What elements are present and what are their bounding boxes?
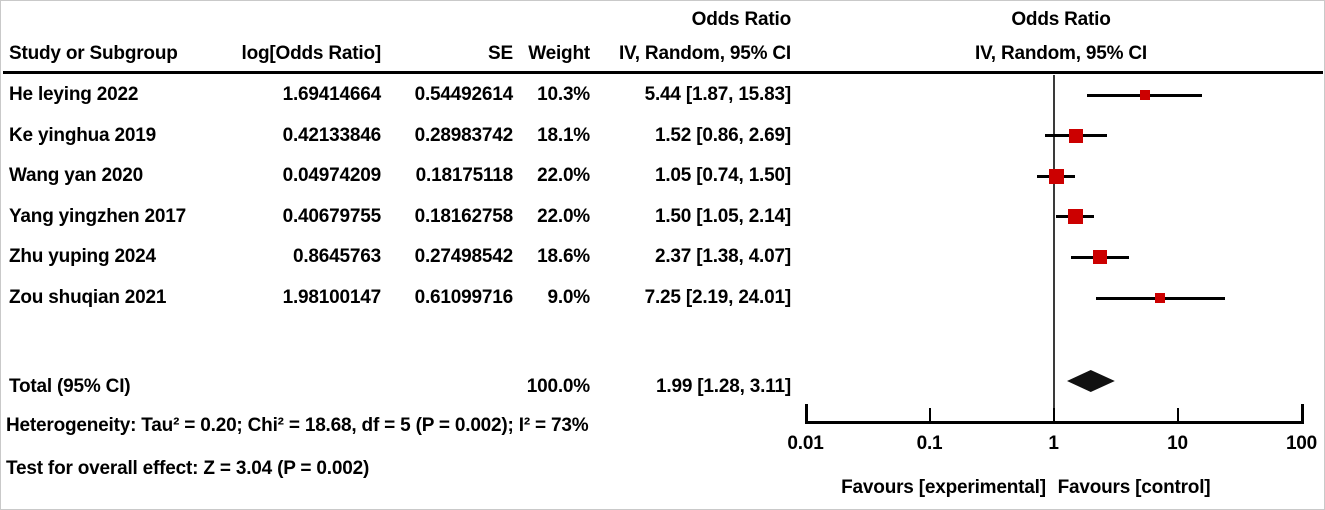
axis-tick [928, 408, 931, 421]
weight-cell: 22.0% [537, 165, 590, 187]
total-weight: 100.0% [526, 376, 590, 397]
study-row: Wang yan 2020 0.04974209 0.18175118 22.0… [1, 156, 801, 196]
study-name-cell: Wang yan 2020 [9, 165, 143, 187]
study-row: Yang yingzhen 2017 0.40679755 0.18162758… [1, 197, 801, 237]
log-or-cell: 0.8645763 [292, 246, 381, 268]
col-header-estimate: IV, Random, 95% CI [618, 43, 791, 64]
effect-marker [1069, 128, 1084, 143]
se-cell: 0.61099716 [414, 287, 514, 308]
effect-marker [1139, 90, 1150, 100]
axis-tick-label: 0.01 [787, 433, 824, 454]
weight-cell: 9.0% [547, 287, 590, 308]
effect-marker [1067, 209, 1083, 225]
effect-marker [1155, 293, 1166, 303]
log-or-cell: 1.98100147 [282, 287, 382, 308]
log-or-cell: 0.42133846 [282, 124, 382, 146]
axis-tick-label: 10 [1167, 433, 1188, 454]
overall-effect-text: Test for overall effect: Z = 3.04 (P = 0… [6, 458, 370, 479]
study-row: Zhu yuping 2024 0.8645763 0.27498542 18.… [1, 237, 801, 277]
axis-tick [804, 404, 808, 424]
se-cell: 0.18162758 [414, 205, 514, 227]
axis-tick [1052, 408, 1055, 421]
log-or-cell: 1.69414664 [282, 84, 382, 105]
summary-diamond [1066, 370, 1115, 392]
weight-cell: 22.0% [537, 205, 590, 227]
se-cell: 0.54492614 [414, 84, 514, 105]
axis-tick-label: 0.1 [916, 433, 943, 454]
col-header-plot: IV, Random, 95% CI [974, 43, 1148, 64]
se-cell: 0.18175118 [415, 165, 514, 187]
favours-left-label: Favours [experimental] [841, 477, 1046, 498]
heterogeneity-text: Heterogeneity: Tau² = 0.20; Chi² = 18.68… [6, 415, 589, 436]
effect-marker [1048, 168, 1064, 184]
weight-cell: 18.1% [537, 124, 590, 146]
estimate-cell: 5.44 [1.87, 15.83] [644, 84, 792, 105]
se-cell: 0.28983742 [414, 124, 514, 146]
weight-cell: 10.3% [537, 84, 590, 105]
axis-tick-label: 1 [1048, 433, 1059, 454]
plot-effect-title: Odds Ratio [1011, 9, 1111, 30]
study-name-cell: Ke yinghua 2019 [9, 124, 156, 146]
estimate-cell: 1.50 [1.05, 2.14] [654, 205, 791, 227]
study-name-cell: Zhu yuping 2024 [9, 246, 156, 268]
total-row: Total (95% CI) 100.0% 1.99 [1.28, 3.11] [1, 367, 801, 407]
col-header-study: Study or Subgroup [9, 43, 178, 64]
study-row: Ke yinghua 2019 0.42133846 0.28983742 18… [1, 116, 801, 156]
total-estimate: 1.99 [1.28, 3.11] [656, 376, 791, 397]
estimate-cell: 1.52 [0.86, 2.69] [654, 124, 791, 146]
effect-marker [1092, 250, 1107, 265]
se-cell: 0.27498542 [414, 246, 514, 268]
null-line [1052, 75, 1055, 421]
col-header-weight: Weight [528, 43, 590, 64]
axis-tick [1176, 408, 1179, 421]
header-underline [3, 71, 1323, 74]
log-or-cell: 0.40679755 [282, 205, 382, 227]
column-header-row: Study or Subgroup log[Odds Ratio] SE Wei… [1, 37, 1324, 71]
estimate-cell: 2.37 [1.38, 4.07] [654, 246, 791, 268]
total-label: Total (95% CI) [9, 376, 131, 397]
axis-tick [1300, 404, 1304, 424]
study-name-cell: Zou shuqian 2021 [9, 287, 167, 308]
study-name-cell: Yang yingzhen 2017 [9, 205, 186, 227]
log-or-cell: 0.04974209 [282, 165, 382, 187]
axis-tick-label: 100 [1285, 433, 1318, 454]
estimate-cell: 1.05 [0.74, 1.50] [654, 165, 791, 187]
study-row: Zou shuqian 2021 1.98100147 0.61099716 9… [1, 278, 801, 318]
axis-line [806, 421, 1303, 424]
weight-cell: 18.6% [537, 246, 590, 268]
study-row: He leying 2022 1.69414664 0.54492614 10.… [1, 75, 801, 115]
col-header-se: SE [488, 43, 513, 64]
stats-effect-title: Odds Ratio [691, 9, 792, 30]
col-header-log-or: log[Odds Ratio] [241, 43, 382, 64]
study-name-cell: He leying 2022 [9, 84, 139, 105]
favours-right-label: Favours [control] [1057, 477, 1211, 498]
estimate-cell: 7.25 [2.19, 24.01] [644, 287, 792, 308]
